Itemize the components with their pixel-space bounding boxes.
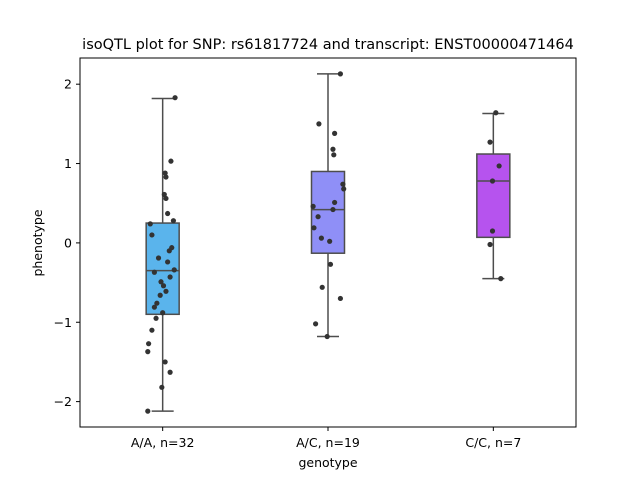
y-tick-label-2: 0 <box>64 235 72 250</box>
data-point-1-18 <box>324 333 330 340</box>
data-point-0-6 <box>165 210 171 217</box>
data-point-1-15 <box>319 284 325 290</box>
data-point-0-3 <box>163 174 169 180</box>
data-point-1-4 <box>331 152 337 158</box>
data-point-1-8 <box>310 203 316 209</box>
data-point-1-16 <box>337 295 343 302</box>
box-0 <box>145 97 180 412</box>
y-tick-label-1: −1 <box>54 315 72 330</box>
data-point-0-2 <box>162 170 168 176</box>
x-tick-label-2: C/C, n=7 <box>465 435 521 450</box>
data-point-0-15 <box>171 267 177 273</box>
data-point-1-9 <box>330 206 336 213</box>
chart-title: isoQTL plot for SNP: rs61817724 and tran… <box>82 37 574 53</box>
box-2 <box>476 112 511 280</box>
data-point-1-11 <box>311 225 317 231</box>
points-group-1 <box>310 71 347 340</box>
data-point-2-2 <box>496 163 502 169</box>
x-tick-label-0: A/A, n=32 <box>131 435 195 450</box>
data-point-2-3 <box>489 178 496 184</box>
data-point-0-20 <box>157 292 163 298</box>
points-group-0 <box>145 95 178 414</box>
data-point-0-26 <box>146 341 152 347</box>
data-point-1-7 <box>332 199 338 206</box>
data-point-0-29 <box>167 369 173 375</box>
data-point-0-9 <box>149 232 155 238</box>
data-point-2-1 <box>487 139 493 145</box>
data-point-1-6 <box>341 186 347 192</box>
data-point-0-17 <box>158 279 164 285</box>
data-point-0-21 <box>154 300 160 306</box>
data-point-0-12 <box>155 255 162 261</box>
data-point-1-17 <box>313 321 319 327</box>
y-tick-label-4: 2 <box>64 77 72 92</box>
box-body-1 <box>310 170 346 254</box>
data-point-0-14 <box>151 269 157 275</box>
data-point-1-1 <box>316 121 322 127</box>
box-body-2 <box>476 153 511 239</box>
points-group-2 <box>487 110 504 282</box>
data-point-1-10 <box>315 214 321 220</box>
boxes-layer <box>145 73 511 412</box>
data-point-0-4 <box>161 191 167 198</box>
data-point-0-23 <box>160 310 166 316</box>
data-point-0-0 <box>172 95 178 101</box>
data-point-2-0 <box>493 110 499 116</box>
data-point-2-6 <box>498 276 504 282</box>
data-point-1-13 <box>327 238 333 244</box>
data-point-1-14 <box>327 261 334 267</box>
points-layer <box>145 71 504 414</box>
data-point-0-5 <box>163 195 169 202</box>
data-point-0-11 <box>166 248 172 254</box>
data-point-1-5 <box>340 181 346 187</box>
data-point-0-28 <box>162 359 168 365</box>
data-point-0-24 <box>153 315 159 321</box>
data-point-0-25 <box>149 327 155 333</box>
y-tick-label-3: 1 <box>64 156 72 171</box>
y-axis-label: phenotype <box>30 209 45 276</box>
data-point-0-19 <box>163 288 169 294</box>
y-tick-label-0: −2 <box>54 394 72 409</box>
data-point-0-16 <box>167 274 173 280</box>
data-point-0-30 <box>159 384 165 390</box>
data-point-1-12 <box>318 235 324 241</box>
data-point-1-2 <box>332 130 338 136</box>
data-point-1-0 <box>337 71 343 77</box>
data-point-0-8 <box>147 221 153 227</box>
x-tick-label-1: A/C, n=19 <box>296 435 360 450</box>
data-point-0-18 <box>160 283 167 289</box>
data-point-0-1 <box>168 158 174 164</box>
data-point-1-3 <box>330 146 336 152</box>
data-point-0-31 <box>145 408 151 414</box>
data-point-2-4 <box>489 228 496 234</box>
data-point-0-7 <box>170 218 177 224</box>
box-1 <box>310 73 346 338</box>
x-axis-label: genotype <box>298 455 357 470</box>
data-point-0-13 <box>165 259 171 265</box>
y-axis: −2 −1 0 1 2 <box>54 77 80 409</box>
x-axis: A/A, n=32 A/C, n=19 C/C, n=7 <box>131 427 521 450</box>
data-point-0-27 <box>145 349 151 355</box>
data-point-0-22 <box>151 304 157 310</box>
data-point-2-5 <box>487 241 493 248</box>
